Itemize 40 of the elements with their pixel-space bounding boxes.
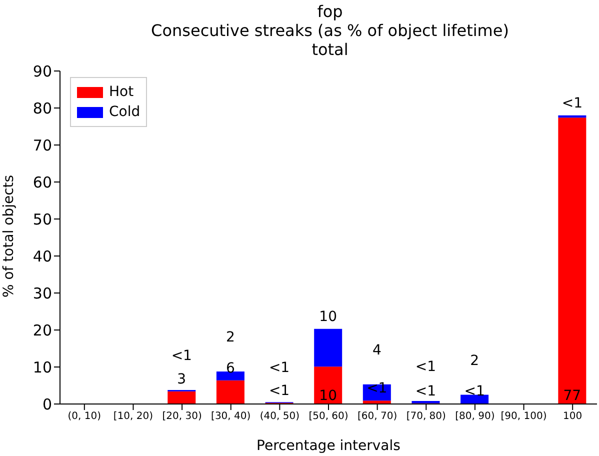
data-label: 2 [226, 329, 235, 346]
y-tick-label: 50 [32, 210, 52, 228]
x-tick-label: [70, 80) [406, 411, 446, 422]
x-tick-label: [30, 40) [211, 411, 251, 422]
data-label: <1 [268, 382, 290, 399]
data-label: 4 [372, 342, 382, 358]
y-tick-label: 10 [32, 358, 52, 376]
y-tick-label: 90 [32, 62, 52, 80]
data-label: 77 [563, 388, 582, 404]
data-label: <1 [562, 95, 582, 112]
y-tick-label: 70 [32, 136, 52, 154]
x-tick-label: [10, 20) [113, 411, 154, 422]
x-tick-label: [20, 30) [162, 411, 202, 422]
y-tick-label: 40 [32, 247, 52, 266]
data-label: 3 [177, 371, 186, 388]
data-label: 10 [319, 308, 338, 325]
y-tick-label: 60 [32, 173, 52, 192]
legend-label: Hot [109, 83, 134, 102]
x-tick-label: [80, 90) [455, 411, 495, 422]
y-tick-label: 20 [32, 321, 52, 340]
data-label: <1 [171, 348, 192, 364]
data-label: 2 [470, 352, 480, 369]
x-tick-label: [50, 60) [308, 411, 348, 422]
chart-title: fop Consecutive streaks (as % of object lifetime) total [151, 2, 509, 59]
x-tick-label: (0, 10) [68, 411, 102, 422]
x-axis-title: Percentage intervals [256, 438, 400, 454]
y-axis-title: % of total objects [0, 174, 17, 298]
legend-label: Cold [109, 103, 140, 122]
y-tick-label: 80 [32, 99, 52, 118]
data-label: 10 [319, 388, 338, 404]
data-label: <1 [415, 359, 436, 376]
data-label: <1 [366, 380, 388, 397]
x-tick-label: 100 [563, 411, 582, 422]
data-label: <1 [415, 383, 436, 400]
y-tick-label: 0 [42, 395, 52, 414]
x-tick-label: [60, 70) [358, 411, 398, 422]
x-tick-label: [90, 100) [500, 411, 547, 422]
x-tick-label: (40, 50) [260, 411, 300, 422]
data-label: <1 [268, 360, 290, 376]
y-tick-label: 30 [32, 284, 52, 302]
